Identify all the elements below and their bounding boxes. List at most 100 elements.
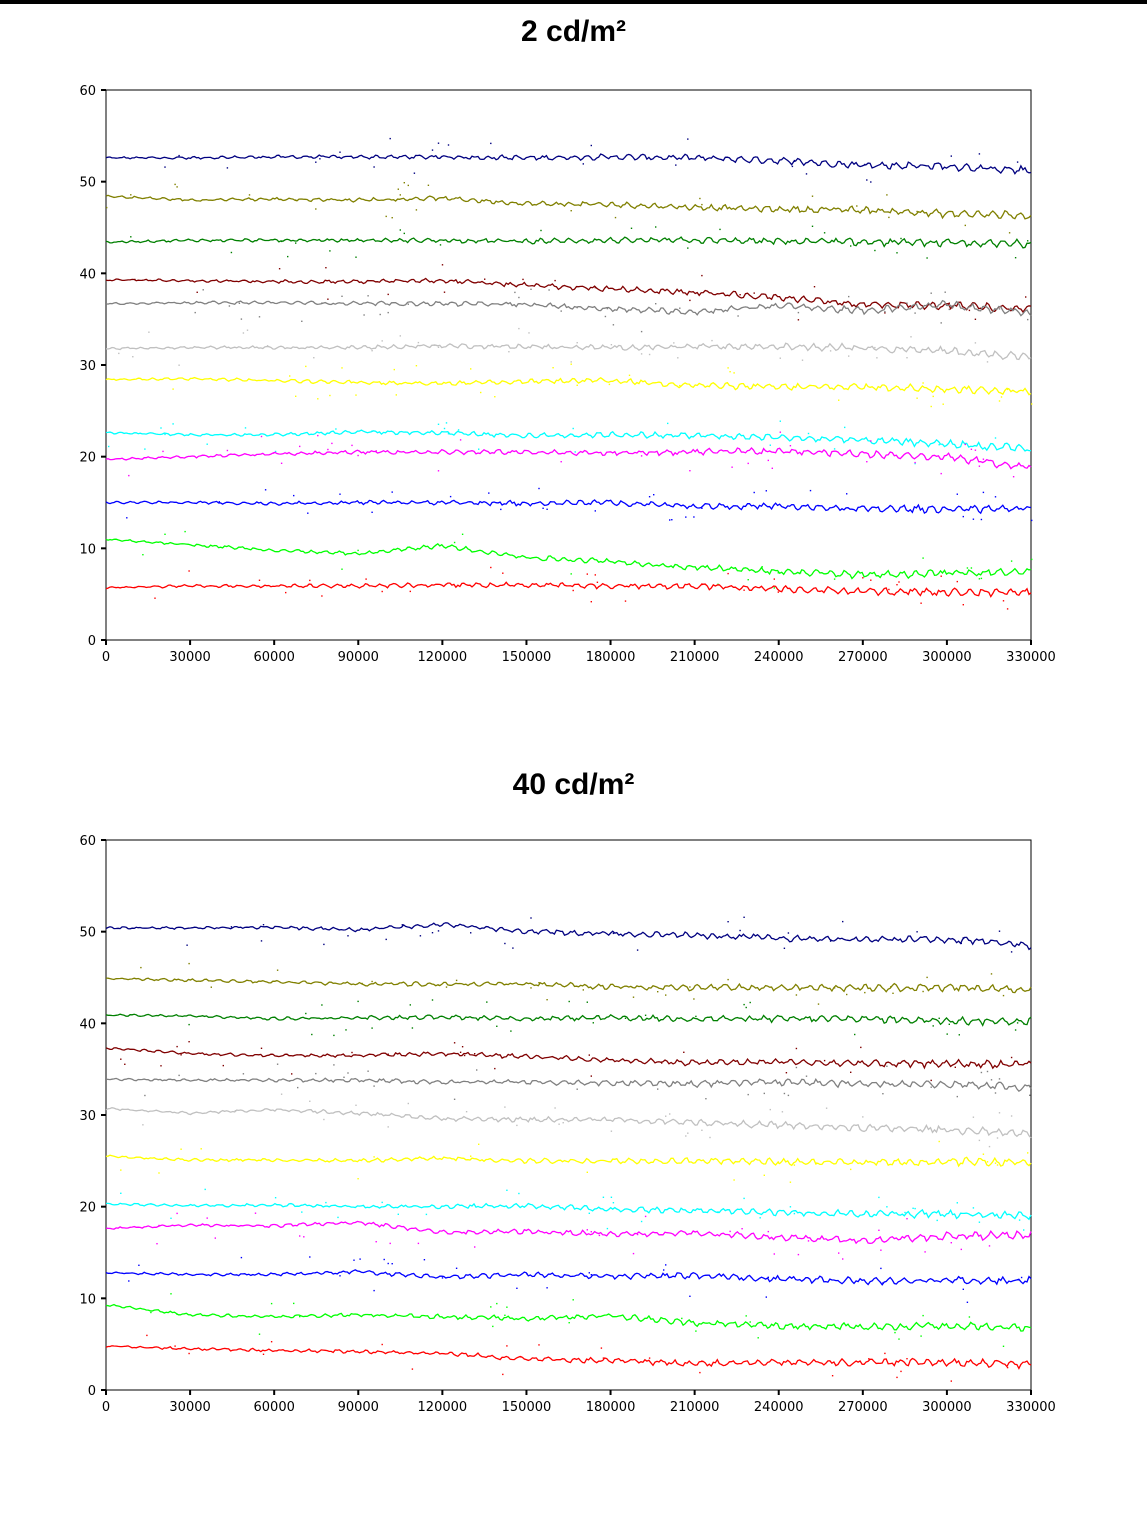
series-dot bbox=[870, 440, 872, 442]
series-line bbox=[105, 1256, 1032, 1303]
series-dot bbox=[240, 1256, 243, 1259]
series-dot bbox=[218, 501, 220, 503]
series-dot bbox=[870, 579, 872, 581]
series-dot bbox=[120, 1192, 122, 1194]
series-dot bbox=[214, 1237, 216, 1239]
series-dot bbox=[940, 575, 942, 577]
series-dot bbox=[262, 924, 265, 926]
series-dot bbox=[994, 1162, 997, 1164]
series-dot bbox=[964, 224, 966, 227]
series-dot bbox=[968, 1316, 971, 1318]
series-dot bbox=[528, 332, 530, 334]
series-dot bbox=[998, 930, 1001, 932]
series-dot bbox=[916, 210, 918, 213]
series-dot bbox=[586, 1229, 588, 1231]
series-dot bbox=[343, 1076, 345, 1078]
series-dot bbox=[1010, 560, 1013, 562]
series-dot bbox=[693, 516, 695, 518]
series-dot bbox=[363, 314, 365, 316]
series-dot bbox=[506, 1306, 508, 1308]
series-dot bbox=[838, 1252, 840, 1254]
series-dot bbox=[287, 255, 289, 258]
series-dot bbox=[763, 1174, 765, 1176]
series-dot bbox=[904, 1211, 906, 1214]
series-dot bbox=[490, 566, 492, 569]
series-dot bbox=[516, 1287, 518, 1289]
series-dot bbox=[926, 976, 928, 979]
series-dot bbox=[596, 581, 599, 583]
series-dot bbox=[665, 1264, 667, 1266]
series-line bbox=[105, 420, 1032, 465]
series-dot bbox=[188, 1023, 190, 1026]
series-dot bbox=[1016, 161, 1019, 163]
series-dot bbox=[309, 1256, 311, 1258]
series-dot bbox=[807, 432, 810, 435]
series-path bbox=[105, 376, 1032, 396]
series-dot bbox=[540, 229, 542, 232]
series-dot bbox=[673, 342, 675, 344]
series-dot bbox=[170, 1217, 172, 1219]
series-dot bbox=[572, 1299, 574, 1301]
series-dot bbox=[773, 578, 775, 580]
series-dot bbox=[457, 429, 460, 431]
series-dot bbox=[669, 519, 671, 521]
series-dot bbox=[427, 184, 430, 186]
series-dot bbox=[727, 572, 729, 575]
series-dot bbox=[274, 450, 277, 453]
series-dot bbox=[280, 1093, 283, 1095]
y-tick-label: 30 bbox=[79, 1109, 96, 1124]
series-dot bbox=[230, 926, 233, 928]
series-dot bbox=[202, 289, 204, 291]
x-tick-label: 330000 bbox=[1006, 1400, 1056, 1415]
series-dot bbox=[381, 590, 383, 593]
series-dot bbox=[982, 458, 985, 460]
series-dot bbox=[341, 568, 343, 570]
series-dot bbox=[661, 1062, 663, 1064]
series-dot bbox=[353, 1259, 355, 1261]
series-dot bbox=[506, 1189, 508, 1191]
series-path bbox=[106, 1202, 1032, 1221]
series-dot bbox=[675, 164, 677, 166]
series-dot bbox=[293, 1302, 295, 1305]
series-dot bbox=[653, 494, 655, 496]
series-dot bbox=[600, 1347, 603, 1349]
series-dot bbox=[188, 570, 190, 572]
series-dot bbox=[126, 517, 128, 519]
series-dot bbox=[884, 312, 886, 314]
series-dot bbox=[749, 1001, 751, 1004]
series-dot bbox=[743, 1197, 745, 1200]
series-dot bbox=[254, 1212, 257, 1214]
series-line bbox=[105, 566, 1032, 610]
series-dot bbox=[797, 1253, 800, 1256]
series-dot bbox=[813, 286, 816, 288]
series-dot bbox=[146, 1334, 148, 1337]
series-dot bbox=[922, 990, 924, 993]
series-dot bbox=[546, 999, 548, 1001]
series-dot bbox=[465, 1111, 468, 1113]
y-tick-label: 0 bbox=[88, 1384, 96, 1399]
series-dot bbox=[938, 1140, 940, 1143]
series-dot bbox=[886, 1065, 888, 1067]
series-dot bbox=[689, 299, 691, 302]
series-dot bbox=[488, 492, 490, 494]
series-dot bbox=[940, 472, 942, 475]
series-dot bbox=[974, 449, 977, 451]
series-dot bbox=[888, 216, 890, 219]
series-dot bbox=[425, 1213, 428, 1216]
series-dot bbox=[317, 398, 319, 400]
series-dot bbox=[522, 278, 524, 281]
series-dot bbox=[948, 1023, 950, 1025]
series-dot bbox=[329, 250, 331, 252]
series-dot bbox=[962, 604, 964, 606]
series-dot bbox=[998, 1112, 1001, 1114]
series-dot bbox=[437, 423, 440, 425]
series-dot bbox=[307, 512, 309, 514]
series-dot bbox=[150, 1311, 152, 1314]
series-dot bbox=[856, 205, 858, 207]
series-dot bbox=[1014, 1029, 1017, 1031]
series-dot bbox=[761, 566, 763, 568]
series-dot bbox=[411, 1027, 414, 1029]
series-dot bbox=[560, 310, 562, 312]
series-dot bbox=[387, 1262, 389, 1265]
series-dot bbox=[657, 991, 659, 993]
